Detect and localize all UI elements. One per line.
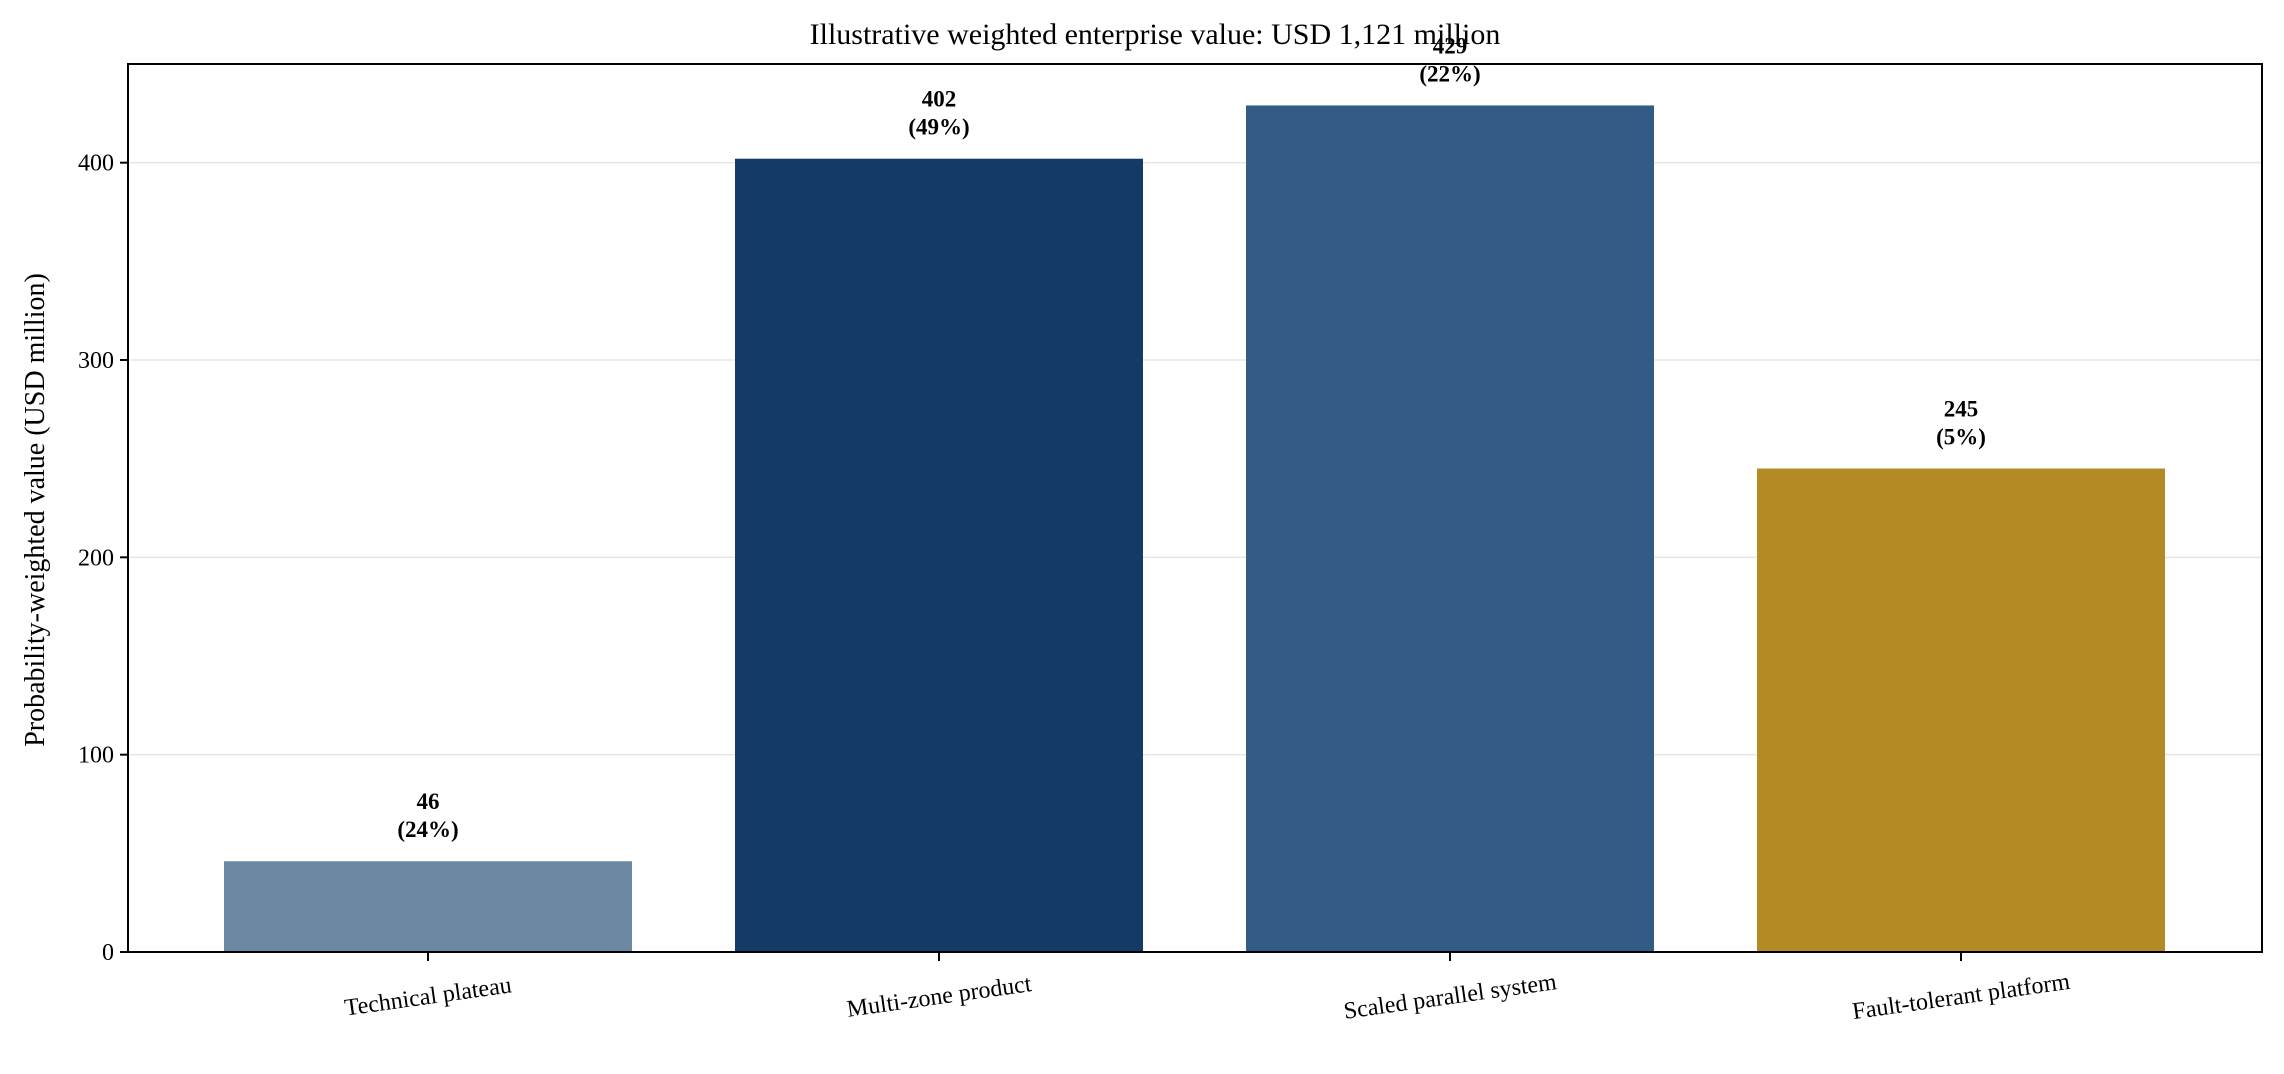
y-tick-label: 100 — [78, 743, 114, 769]
bar — [1757, 468, 2165, 952]
plot-frame — [127, 63, 2263, 953]
x-tick-label: Fault-tolerant platform — [1851, 969, 2072, 1025]
chart-title: Illustrative weighted enterprise value: … — [810, 18, 1501, 51]
bar — [224, 861, 632, 952]
data-label-share: (49%) — [908, 115, 969, 140]
x-tick-label: Multi-zone product — [845, 971, 1033, 1023]
data-label-value: 245 — [1944, 397, 1979, 422]
y-tick-label: 200 — [78, 545, 114, 571]
y-tick-label: 300 — [78, 348, 114, 374]
bar — [1246, 105, 1654, 952]
data-label-value: 429 — [1433, 33, 1468, 58]
y-tick-label: 0 — [102, 940, 114, 966]
y-axis-label: Probability-weighted value (USD million) — [20, 273, 51, 747]
bar — [735, 158, 1143, 953]
y-tick-label: 400 — [78, 151, 114, 177]
y-axis-ticks: 0 100 200 300 400 — [78, 151, 128, 966]
data-label-value: 46 — [417, 789, 440, 814]
data-label-share: (22%) — [1419, 61, 1480, 86]
data-labels: 46 (24%) 402 (49%) 429 (22%) 245 (5%) — [397, 33, 1986, 842]
x-tick-label: Technical plateau — [343, 972, 513, 1021]
bars — [224, 105, 2165, 953]
data-label-share: (5%) — [1936, 425, 1986, 450]
x-tick-label: Scaled parallel system — [1342, 969, 1558, 1025]
data-label-share: (24%) — [397, 817, 458, 842]
x-axis-ticks: Technical plateau Multi-zone product Scale… — [343, 952, 2072, 1025]
data-label-value: 402 — [922, 87, 957, 112]
